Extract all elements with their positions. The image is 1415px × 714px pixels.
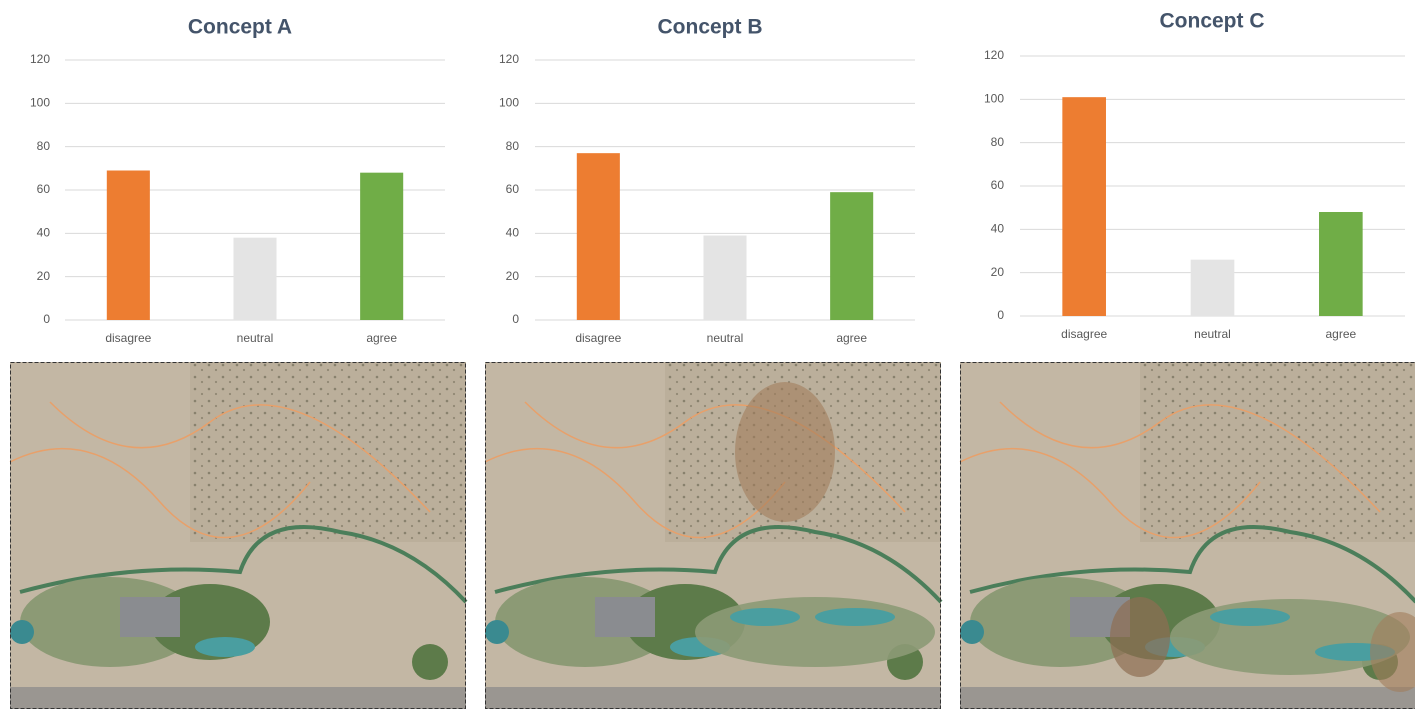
y-tick-label: 100 (499, 96, 519, 110)
y-tick-label: 60 (506, 182, 520, 196)
y-tick-label: 60 (991, 178, 1005, 192)
chart-title: Concept C (1160, 10, 1265, 33)
x-tick-label: neutral (707, 331, 744, 345)
x-tick-label: disagree (1061, 327, 1107, 341)
site-map (8, 360, 468, 711)
bar (1319, 212, 1363, 316)
y-tick-label: 40 (991, 222, 1005, 236)
y-tick-label: 20 (37, 269, 51, 283)
x-tick-label: agree (836, 331, 867, 345)
x-tick-label: disagree (575, 331, 621, 345)
site-map (483, 360, 943, 711)
y-tick-label: 0 (43, 312, 50, 326)
site-map (958, 360, 1415, 711)
x-tick-label: agree (1325, 327, 1356, 341)
y-tick-label: 100 (984, 92, 1004, 106)
bar (576, 153, 620, 320)
y-tick-label: 80 (37, 139, 51, 153)
bar (106, 170, 150, 320)
y-tick-label: 80 (506, 139, 520, 153)
y-tick-label: 120 (30, 52, 50, 66)
x-tick-label: disagree (105, 331, 151, 345)
chart-title: Concept A (188, 16, 292, 39)
x-tick-label: agree (366, 331, 397, 345)
y-tick-label: 120 (499, 52, 519, 66)
bar (830, 192, 874, 320)
y-tick-label: 120 (984, 48, 1004, 62)
y-tick-label: 40 (37, 226, 51, 240)
bar (1190, 259, 1235, 316)
bar (1062, 97, 1106, 317)
y-tick-label: 0 (512, 312, 519, 326)
y-tick-label: 100 (30, 96, 50, 110)
bar (703, 235, 747, 320)
x-tick-label: neutral (237, 331, 274, 345)
bar (233, 237, 277, 320)
y-tick-label: 60 (37, 182, 51, 196)
y-tick-label: 20 (506, 269, 520, 283)
bar (360, 172, 404, 320)
y-tick-label: 40 (506, 226, 520, 240)
y-tick-label: 20 (991, 265, 1005, 279)
x-tick-label: neutral (1194, 327, 1231, 341)
chart-title: Concept B (658, 16, 763, 39)
y-tick-label: 0 (997, 308, 1004, 322)
y-tick-label: 80 (991, 135, 1005, 149)
